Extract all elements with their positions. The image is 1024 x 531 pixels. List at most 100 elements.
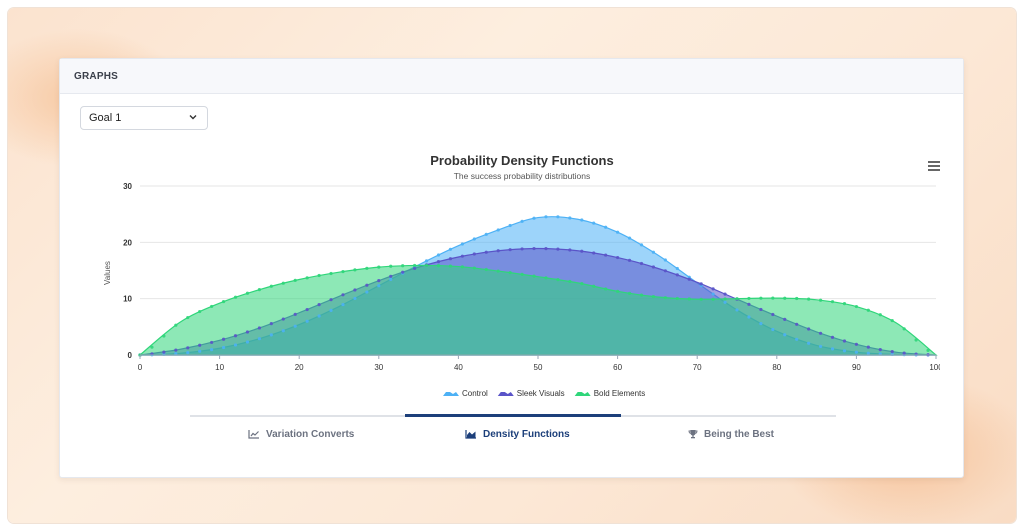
data-point [544,215,548,219]
graph-tabs: Variation Converts Density Functions Bei… [190,414,836,455]
data-point [795,337,799,341]
data-point [759,307,763,312]
data-point [353,268,357,272]
data-point [496,249,500,253]
data-point [341,302,345,307]
data-point [413,263,417,268]
data-point [436,264,441,268]
data-point [245,340,250,344]
data-point [448,257,453,261]
legend-item[interactable]: Sleek Visuals [497,389,565,398]
data-point [747,302,751,306]
tab-density-functions[interactable]: Density Functions [465,425,570,443]
data-point [281,329,285,333]
data-point [592,284,596,288]
data-point [269,284,273,288]
data-point [174,352,178,356]
x-tick-label: 100 [929,363,940,372]
legend-item[interactable]: Control [443,389,488,398]
data-point [317,303,321,307]
data-point [556,247,560,251]
data-point [687,297,691,301]
legend-symbol [443,392,459,396]
data-point [604,253,608,257]
series-area [138,264,938,356]
data-point [305,307,309,312]
data-point [365,290,369,294]
data-point [783,317,787,322]
data-point [233,334,238,338]
data-point [842,349,847,353]
data-point [771,327,775,332]
data-point [448,264,453,268]
data-point [484,267,488,272]
data-point [639,243,644,247]
data-point [520,247,524,251]
goal-select[interactable]: Goal 1 [80,106,208,130]
data-point [221,299,226,304]
data-point [448,247,453,251]
data-point [771,312,775,317]
data-point [472,237,476,241]
tab-label: Being the Best [704,428,775,440]
data-point [389,274,393,278]
y-tick-label: 20 [123,238,132,247]
data-point [818,331,823,335]
panel-header: GRAPHS [60,59,963,94]
data-point [221,337,226,341]
data-point [532,216,536,220]
y-tick-label: 0 [128,351,133,360]
legend-item[interactable]: Bold Elements [574,389,646,398]
data-point [663,269,667,273]
x-tick-label: 0 [138,363,143,372]
data-point [795,296,799,301]
data-point [245,330,250,334]
data-point [174,348,178,352]
data-point [198,309,202,314]
x-tick-label: 20 [295,363,304,372]
data-point [651,265,656,269]
density-chart: Probability Density Functions The succes… [103,153,940,398]
data-point [902,351,906,355]
tab-being-the-best[interactable]: Being the Best [688,425,774,443]
y-tick-label: 10 [123,295,132,304]
data-point [353,288,357,292]
y-axis-label: Values [103,261,112,285]
data-point [735,297,739,301]
chart-menu-button[interactable] [928,161,940,171]
data-point [651,250,656,254]
data-point [795,322,799,326]
data-point [508,271,512,275]
data-point [699,282,703,286]
data-point [293,324,297,328]
data-point [508,248,512,252]
data-point [389,264,393,268]
data-point [842,339,847,343]
legend-label: Control [462,389,488,398]
data-point [556,278,560,282]
trophy-icon [688,430,698,439]
data-point [162,334,166,338]
data-point [210,304,214,309]
line-chart-icon [248,430,259,439]
data-point [401,264,405,268]
x-tick-label: 40 [454,363,463,372]
data-point [365,283,369,287]
data-point [771,296,775,300]
data-point [472,266,476,270]
data-point [389,277,393,282]
data-point [329,298,333,302]
tab-label: Density Functions [483,428,570,440]
data-point [257,288,261,292]
data-point [627,236,632,240]
x-tick-label: 60 [613,363,622,372]
data-point [317,314,321,318]
tab-variation-converts[interactable]: Variation Converts [248,425,354,443]
data-point [759,321,763,326]
chart-subtitle: The success probability distributions [454,171,591,181]
data-point [830,335,835,339]
data-point [436,259,441,264]
data-point [830,347,835,351]
data-point [293,278,297,282]
data-point [508,223,512,228]
